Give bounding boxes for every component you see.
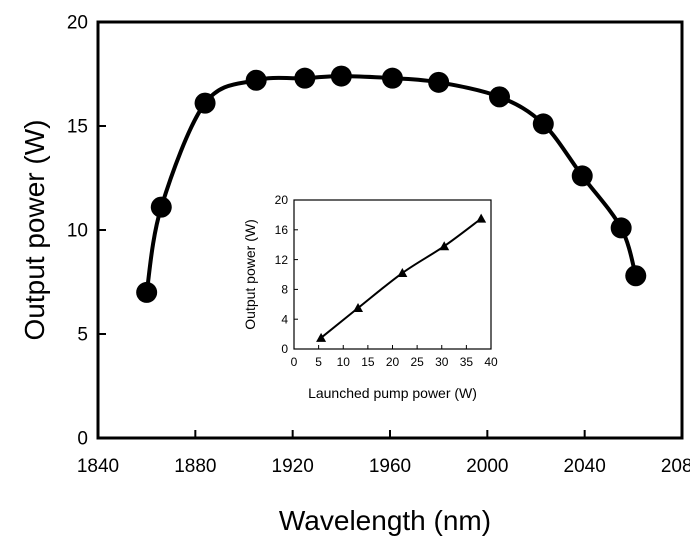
main-xtick-label: 1840 [77, 456, 119, 477]
inset-ytick-label: 16 [275, 223, 289, 237]
main-xtick-label: 2040 [564, 456, 606, 477]
main-data-point [330, 65, 352, 87]
inset-x-axis-label: Launched pump power (W) [308, 385, 477, 401]
inset-xtick-label: 20 [386, 355, 400, 369]
main-data-point [571, 165, 593, 187]
main-ytick-label: 0 [77, 429, 88, 450]
inset-data-point [353, 303, 364, 313]
inset-frame [293, 199, 492, 350]
inset-ytick-label: 8 [281, 283, 288, 297]
main-plot: 051015201840188019201960200020402080Wave… [19, 13, 690, 536]
inset-data-point [476, 213, 487, 223]
inset-xtick-label: 0 [291, 355, 298, 369]
inset-xtick-label: 5 [315, 355, 322, 369]
inset-plot: 0 4 8 12 16 20 0 5 10 15 20 25 30 35 40 Launched pump p… [242, 193, 498, 401]
main-data-point [294, 67, 316, 89]
main-y-axis-label: Output power (W) [19, 120, 50, 341]
inset-xtick-label: 35 [460, 355, 474, 369]
main-x-axis-label: Wavelength (nm) [279, 505, 491, 536]
main-xtick-label: 1960 [369, 456, 411, 477]
main-data-point [136, 281, 158, 303]
main-data-point [428, 71, 450, 93]
inset-ytick-label: 12 [275, 253, 289, 267]
main-ytick-label: 15 [67, 117, 88, 138]
main-data-point [489, 86, 510, 108]
inset-data-point [439, 241, 450, 251]
main-data-point [245, 69, 267, 91]
inset-xtick-label: 15 [361, 355, 375, 369]
inset-data-point [397, 268, 408, 278]
main-xtick-label: 1880 [174, 456, 216, 477]
main-ytick-label: 20 [67, 13, 88, 34]
main-data-point [194, 92, 216, 114]
main-xtick-label: 2080 [661, 456, 690, 477]
main-xtick-label: 2000 [466, 456, 508, 477]
main-data-point [150, 196, 172, 218]
inset-xtick-label: 10 [337, 355, 351, 369]
main-data-point [532, 113, 554, 135]
inset-xtick-label: 30 [435, 355, 449, 369]
inset-ytick-label: 4 [281, 312, 288, 326]
inset-ytick-label: 20 [275, 193, 289, 207]
main-ytick-label: 10 [67, 221, 88, 242]
inset-ytick-label: 0 [281, 342, 288, 356]
main-data-point [610, 217, 632, 239]
inset-data-point [316, 332, 327, 342]
main-ytick-label: 5 [77, 325, 88, 346]
main-xtick-label: 1920 [272, 456, 314, 477]
main-data-point [381, 67, 403, 89]
main-data-point [625, 265, 647, 287]
inset-y-axis-label: Output power (W) [242, 219, 258, 329]
inset-xtick-label: 25 [410, 355, 424, 369]
inset-xtick-label: 40 [484, 355, 498, 369]
